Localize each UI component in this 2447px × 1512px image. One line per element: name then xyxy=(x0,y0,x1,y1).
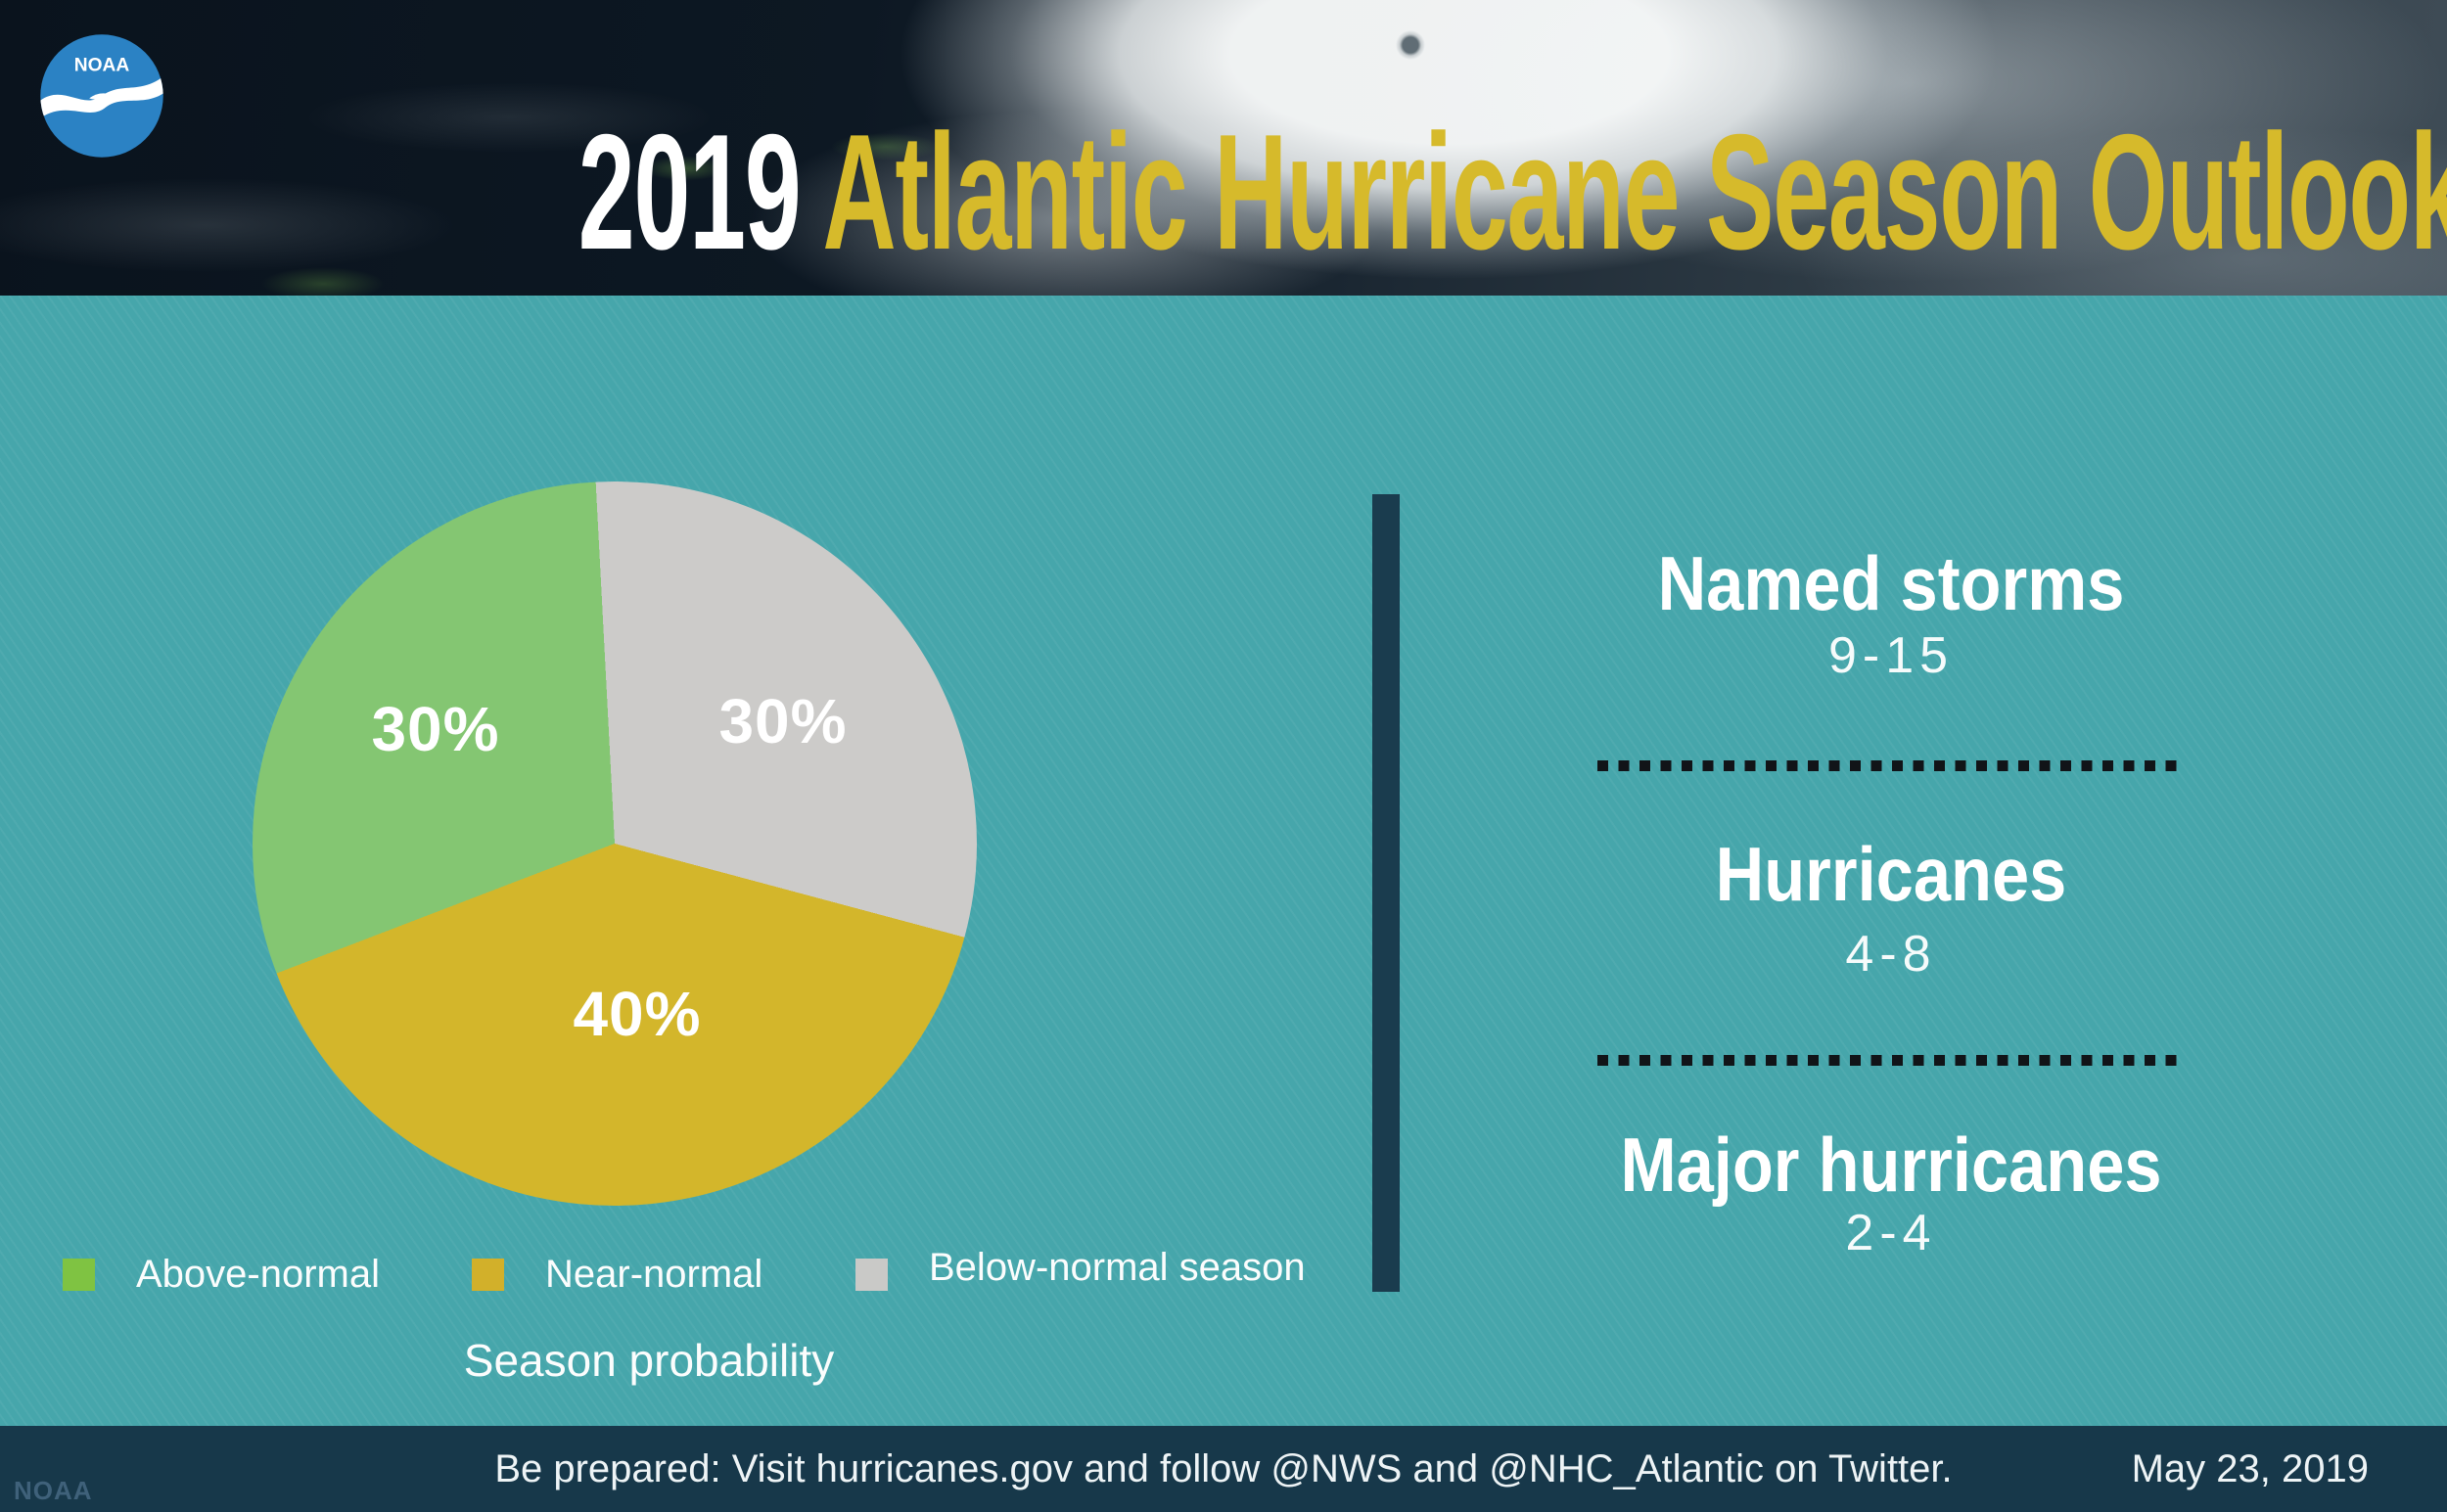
legend-swatch-above-normal xyxy=(63,1259,95,1291)
legend-swatch-below-normal xyxy=(855,1259,888,1291)
legend-label-near-normal: Near-normal xyxy=(545,1253,763,1296)
dotted-separator-1 xyxy=(1597,760,2185,771)
legend-item-below-normal: Below-normal season xyxy=(855,1248,1306,1291)
noaa-logo: NOAA xyxy=(40,34,163,158)
stat-hurricanes-label: Hurricanes xyxy=(1715,831,2067,917)
dotted-separator-2 xyxy=(1597,1055,2185,1066)
legend-item-near-normal: Near-normal xyxy=(472,1253,763,1296)
footer-message: Be prepared: Visit hurricanes.gov and fo… xyxy=(494,1447,1953,1490)
footer-date: May 23, 2019 xyxy=(2131,1447,2369,1490)
header-satellite-photo: NOAA 2019 Atlantic Hurricane Season Outlo… xyxy=(0,0,2447,296)
stat-major-hurricanes-range: 2-4 xyxy=(1845,1205,1937,1261)
pie-slice-label-above-normal: 30% xyxy=(371,694,500,764)
title-main: Atlantic Hurricane Season Outlook xyxy=(822,100,2447,284)
chart-caption: Season probability xyxy=(463,1335,835,1386)
page-title: 2019 Atlantic Hurricane Season Outlook xyxy=(0,110,2447,274)
stat-named-storms-label: Named storms xyxy=(1657,540,2125,626)
stat-named-storms-range: 9-15 xyxy=(1827,627,1955,684)
title-year: 2019 xyxy=(577,100,802,284)
stat-hurricanes-range: 4-8 xyxy=(1845,926,1937,983)
legend-label-below-normal: Below-normal season xyxy=(929,1246,1306,1289)
pie-chart xyxy=(253,481,977,1206)
legend-item-above-normal: Above-normal xyxy=(63,1253,381,1296)
legend-swatch-near-normal xyxy=(472,1259,504,1291)
footer-bar xyxy=(0,1426,2447,1512)
vertical-divider-bar xyxy=(1372,494,1400,1292)
legend-label-above-normal: Above-normal xyxy=(136,1253,381,1296)
noaa-logo-text: NOAA xyxy=(74,55,130,75)
pie-slice-label-below-normal: 30% xyxy=(718,686,848,756)
stat-major-hurricanes-label: Major hurricanes xyxy=(1620,1122,2162,1208)
pie-slice-label-near-normal: 40% xyxy=(573,979,702,1049)
noaa-watermark: NOAA xyxy=(14,1476,93,1505)
